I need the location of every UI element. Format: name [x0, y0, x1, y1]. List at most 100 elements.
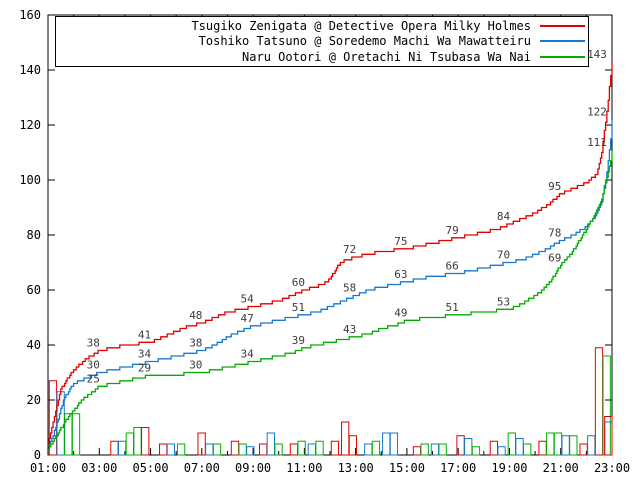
x-tick-label: 23:00	[594, 461, 630, 475]
activity-bar-green	[238, 443, 247, 456]
activity-bar-red	[259, 443, 268, 456]
value-label-red: 41	[138, 328, 151, 341]
activity-bar-blue	[389, 432, 399, 456]
activity-bar-green	[438, 443, 447, 456]
legend-label-red: Tsugiko Zenigata @ Detective Opera Milky…	[191, 18, 531, 33]
value-label-green: 51	[446, 301, 459, 314]
value-label-red: 79	[446, 224, 459, 237]
activity-bar-blue	[246, 446, 255, 456]
x-tick-label: 15:00	[389, 461, 425, 475]
activity-bar-blue	[604, 421, 613, 456]
activity-bar-red	[341, 421, 350, 456]
value-label-green: 69	[548, 251, 561, 264]
value-label-blue: 70	[497, 249, 510, 262]
activity-bar-blue	[266, 432, 275, 456]
value-label-green: 25	[87, 372, 100, 385]
activity-bar-blue	[587, 435, 596, 456]
legend-row-red: Tsugiko Zenigata @ Detective Opera Milky…	[59, 18, 585, 33]
value-label-blue: 51	[292, 301, 305, 314]
activity-bar-green	[602, 355, 611, 456]
activity-bar-green	[133, 427, 142, 456]
plot-border	[47, 14, 613, 456]
activity-bar-blue	[515, 438, 524, 456]
x-tick-label: 07:00	[184, 461, 220, 475]
x-tick-label: 01:00	[30, 461, 66, 475]
value-label-green: 43	[343, 323, 356, 336]
activity-bar-blue	[561, 435, 570, 456]
activity-bar-red	[348, 435, 358, 456]
x-tick-label: 13:00	[338, 461, 374, 475]
x-tick-label: 17:00	[440, 461, 476, 475]
value-label-blue: 30	[87, 359, 100, 372]
activity-bar-red	[159, 443, 168, 456]
activity-bar-green	[125, 432, 134, 456]
activity-bar-blue	[382, 432, 391, 456]
activity-bar-green	[471, 446, 481, 456]
value-label-green: 53	[497, 295, 510, 308]
value-label-blue: 78	[548, 227, 561, 240]
legend-row-green: Naru Ootori @ Oretachi Ni Tsubasa Wa Nai	[59, 50, 585, 65]
x-tick-label: 11:00	[286, 461, 322, 475]
y-tick-label: 140	[19, 63, 41, 77]
y-tick-label: 80	[27, 228, 41, 242]
activity-bar-red	[289, 443, 299, 456]
value-label-red: 95	[548, 180, 561, 193]
x-tick-label: 19:00	[491, 461, 527, 475]
activity-bar-red	[230, 440, 240, 456]
legend-label-green: Naru Ootori @ Oretachi Ni Tsubasa Wa Nai	[242, 50, 531, 65]
activity-bar-green	[176, 443, 186, 456]
value-label-red: 84	[497, 210, 511, 223]
x-tick-label: 09:00	[235, 461, 271, 475]
value-label-red: 143	[587, 48, 607, 61]
activity-bar-red	[330, 440, 340, 456]
activity-bar-green	[523, 443, 532, 456]
activity-bar-green	[371, 440, 381, 456]
y-tick-label: 60	[27, 283, 41, 297]
value-label-blue: 58	[343, 282, 356, 295]
value-label-blue: 66	[446, 260, 459, 273]
x-tick-label: 05:00	[132, 461, 168, 475]
activity-bar-green	[212, 443, 222, 456]
activity-bar-red	[489, 440, 499, 456]
value-label-green: 34	[240, 348, 254, 361]
activity-bar-red	[412, 446, 422, 456]
series-line-red	[48, 61, 613, 445]
value-label-blue: 63	[394, 268, 407, 281]
x-tick-label: 21:00	[543, 461, 579, 475]
legend: Tsugiko Zenigata @ Detective Opera Milky…	[55, 16, 589, 67]
activity-bar-red	[594, 347, 604, 456]
value-label-red: 54	[240, 293, 254, 306]
value-label-blue: 34	[138, 348, 152, 361]
value-label-red: 72	[343, 243, 356, 256]
value-label-green: 30	[189, 359, 202, 372]
value-label-green: 111	[587, 136, 607, 149]
series-line-green	[48, 149, 613, 451]
value-label-blue: 122	[587, 106, 607, 119]
activity-bar-green	[297, 440, 306, 456]
value-label-red: 38	[87, 337, 100, 350]
x-tick-label: 03:00	[81, 461, 117, 475]
legend-line-sample-red	[540, 24, 585, 27]
value-label-green: 39	[292, 334, 305, 347]
activity-bar-green	[546, 432, 555, 456]
activity-bar-blue	[364, 443, 373, 456]
activity-bar-red	[141, 427, 150, 456]
value-label-red: 60	[292, 276, 305, 289]
y-tick-label: 20	[27, 393, 41, 407]
activity-bar-green	[274, 443, 283, 456]
y-tick-label: 120	[19, 118, 41, 132]
activity-bar-green	[569, 435, 578, 456]
legend-line-sample-blue	[540, 40, 585, 43]
y-tick-label: 0	[34, 448, 41, 462]
y-tick-label: 100	[19, 173, 41, 187]
activity-bar-blue	[464, 438, 473, 456]
activity-bar-red	[604, 416, 613, 456]
activity-bar-red	[538, 440, 547, 456]
legend-row-blue: Toshiko Tatsuno @ Soredemo Machi Wa Mawa…	[59, 34, 585, 49]
value-label-red: 48	[189, 309, 202, 322]
activity-bar-blue	[166, 443, 176, 456]
value-label-green: 29	[138, 361, 151, 374]
activity-bar-blue	[205, 443, 214, 456]
